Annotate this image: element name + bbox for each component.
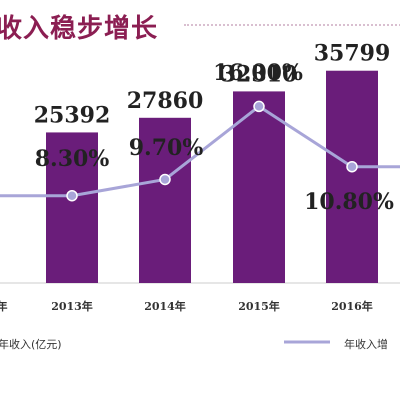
revenue-bar [139,117,191,284]
x-tick-label: 年 [0,299,8,313]
growth-rate-point [66,189,78,202]
revenue-data-label: 32310 [221,61,298,87]
growth-rate-point [346,160,358,173]
revenue-bar [233,91,285,283]
growth-rate-point [253,100,265,113]
legend-revenue-label: 年收入(亿元) [0,337,62,351]
x-tick-label: 2015年 [238,299,280,313]
x-tick-label: 2013年 [51,299,93,313]
title-divider [184,24,400,26]
growth-rate-line [0,104,400,198]
growth-rate-data-label: 10.80% [304,189,394,215]
revenue-data-label: 25392 [34,102,111,128]
chart-title: 收入稳步增长 [0,14,159,44]
revenue-bar [326,70,378,283]
x-tick-label: 2016年 [331,299,373,313]
growth-rate-data-label: 9.70% [129,135,204,161]
revenue-data-label: 27860 [127,88,204,114]
growth-rate-point [159,173,171,186]
revenue-bar [46,132,98,283]
legend-growth-label: 年收入增 [344,337,388,351]
revenue-data-label: 35799 [314,41,391,67]
growth-rate-data-label: 8.30% [35,146,110,172]
x-tick-label: 2014年 [144,299,186,313]
growth-rate-data-label: 16.00% [213,60,303,86]
